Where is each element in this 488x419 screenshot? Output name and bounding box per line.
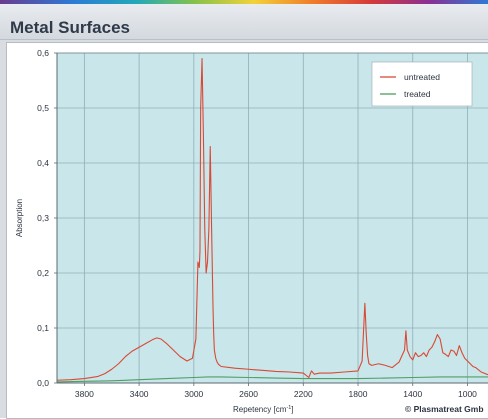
y-tick-label: 0,3 — [37, 213, 49, 223]
x-tick-label: 3400 — [130, 389, 149, 399]
page-title: Metal Surfaces — [10, 18, 130, 37]
series-line-untreated — [56, 57, 488, 381]
x-axis-title-main: Repetency [cm — [233, 405, 287, 414]
legend: untreated treated — [371, 61, 473, 107]
x-tick-label: 2200 — [294, 389, 313, 399]
y-tick-label: 0,5 — [37, 103, 49, 113]
y-tick-label: 0,6 — [37, 48, 49, 58]
y-tick-label: 0,0 — [37, 378, 49, 388]
top-color-stripe — [0, 0, 488, 4]
x-axis-title-suffix: ] — [291, 405, 293, 414]
x-tick-label: 3000 — [184, 389, 203, 399]
copyright-credit: © Plasmatreat Gmb — [405, 404, 484, 414]
y-tick-label: 0,4 — [37, 158, 49, 168]
x-axis-title: Repetency [cm-1] — [233, 405, 293, 414]
x-tick-label: 1000 — [458, 389, 477, 399]
title-bar: Metal Surfaces — [0, 4, 488, 40]
legend-label-treated: treated — [404, 89, 431, 99]
axes: 0,0 0,1 0,2 0,3 0,4 0,5 0,6 3800 3400 3000 2600 220… — [37, 48, 488, 399]
x-tick-label: 2600 — [239, 389, 258, 399]
legend-box — [371, 61, 473, 107]
x-tick-label: 3800 — [75, 389, 94, 399]
y-axis-title: Absorption — [15, 199, 24, 237]
x-axis-title-superscript: -1 — [286, 405, 291, 411]
y-tick-label: 0,1 — [37, 323, 49, 333]
series-layer — [56, 57, 488, 383]
x-tick-label: 1400 — [403, 389, 422, 399]
y-tick-label: 0,2 — [37, 268, 49, 278]
legend-label-untreated: untreated — [404, 72, 440, 82]
x-tick-label: 1800 — [349, 389, 368, 399]
series-line-treated — [56, 376, 488, 383]
